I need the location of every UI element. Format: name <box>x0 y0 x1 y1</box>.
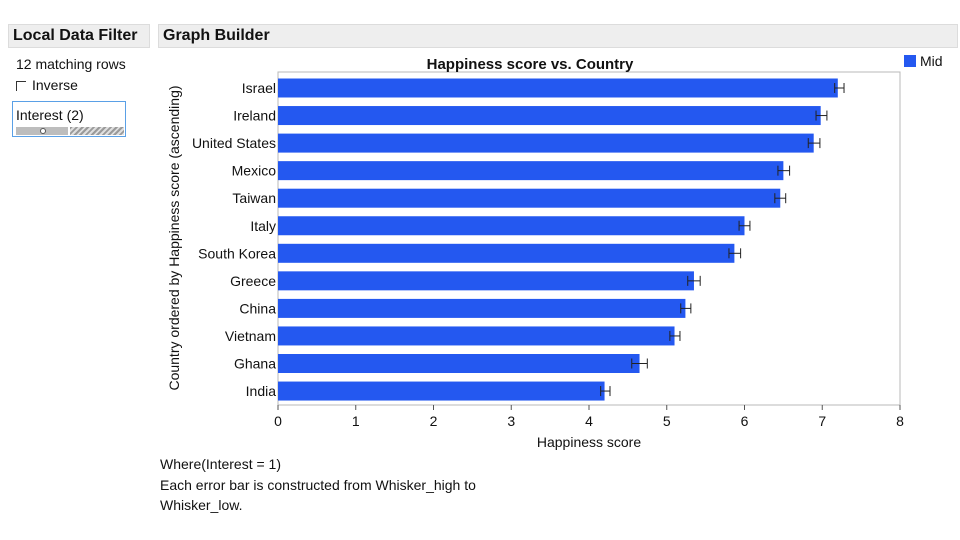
category-label: Taiwan <box>232 190 276 206</box>
bar-vietnam <box>278 326 675 346</box>
graph-builder-title: Graph Builder <box>163 27 270 44</box>
y-axis-label: Country ordered by Happiness score (asce… <box>166 85 182 390</box>
bar-ireland <box>278 106 821 126</box>
category-label: Vietnam <box>225 328 276 344</box>
inverse-label: Inverse <box>32 77 78 93</box>
legend-swatch <box>904 55 916 67</box>
bar-ghana <box>278 354 640 373</box>
bar-india <box>278 381 605 401</box>
slider-handle-icon[interactable] <box>40 128 46 134</box>
bar-israel <box>278 78 838 98</box>
x-tick-label: 7 <box>818 413 826 429</box>
interest-filter-label: Interest (2) <box>16 107 84 123</box>
category-label: Ghana <box>234 356 276 372</box>
x-tick-label: 8 <box>896 413 904 429</box>
inverse-option[interactable]: Inverse <box>16 77 78 93</box>
x-tick-label: 4 <box>585 413 593 429</box>
bar-south-korea <box>278 243 735 263</box>
local-data-filter-header: Local Data Filter <box>8 24 150 48</box>
category-label: United States <box>192 135 276 151</box>
category-label: Ireland <box>233 108 276 124</box>
category-label: Greece <box>230 273 276 289</box>
error-bar-note-line2: Whisker_low. <box>160 497 243 513</box>
interest-selected-range[interactable] <box>16 127 68 135</box>
where-clause-note: Where(Interest = 1) <box>160 456 281 472</box>
category-label: China <box>239 300 276 316</box>
bar-china <box>278 298 686 318</box>
matching-rows-count: 12 matching rows <box>16 56 126 72</box>
x-tick-label: 3 <box>507 413 515 429</box>
x-tick-label: 1 <box>352 413 360 429</box>
legend-label: Mid <box>920 53 943 69</box>
category-label: South Korea <box>198 245 276 261</box>
category-label: India <box>246 383 277 399</box>
x-axis-label: Happiness score <box>537 434 641 450</box>
graph-builder-header: Graph Builder <box>158 24 958 48</box>
x-tick-label: 6 <box>741 413 749 429</box>
chart-title: Happiness score vs. Country <box>427 56 634 73</box>
error-bar-note-line1: Each error bar is constructed from Whisk… <box>160 477 476 493</box>
inverse-checkbox[interactable] <box>16 81 26 91</box>
bar-united-states <box>278 133 814 153</box>
x-tick-label: 0 <box>274 413 282 429</box>
bar-taiwan <box>278 188 781 208</box>
interest-unselected-range[interactable] <box>70 127 124 135</box>
bar-italy <box>278 216 745 236</box>
interest-range-slider[interactable] <box>16 127 124 135</box>
bar-greece <box>278 271 694 291</box>
bar-mexico <box>278 161 784 181</box>
local-data-filter-title: Local Data Filter <box>13 27 138 44</box>
category-label: Mexico <box>232 163 277 179</box>
interest-filter[interactable]: Interest (2) <box>12 101 126 137</box>
category-label: Italy <box>250 218 276 234</box>
x-tick-label: 2 <box>430 413 438 429</box>
category-label: Israel <box>242 80 276 96</box>
x-tick-label: 5 <box>663 413 671 429</box>
